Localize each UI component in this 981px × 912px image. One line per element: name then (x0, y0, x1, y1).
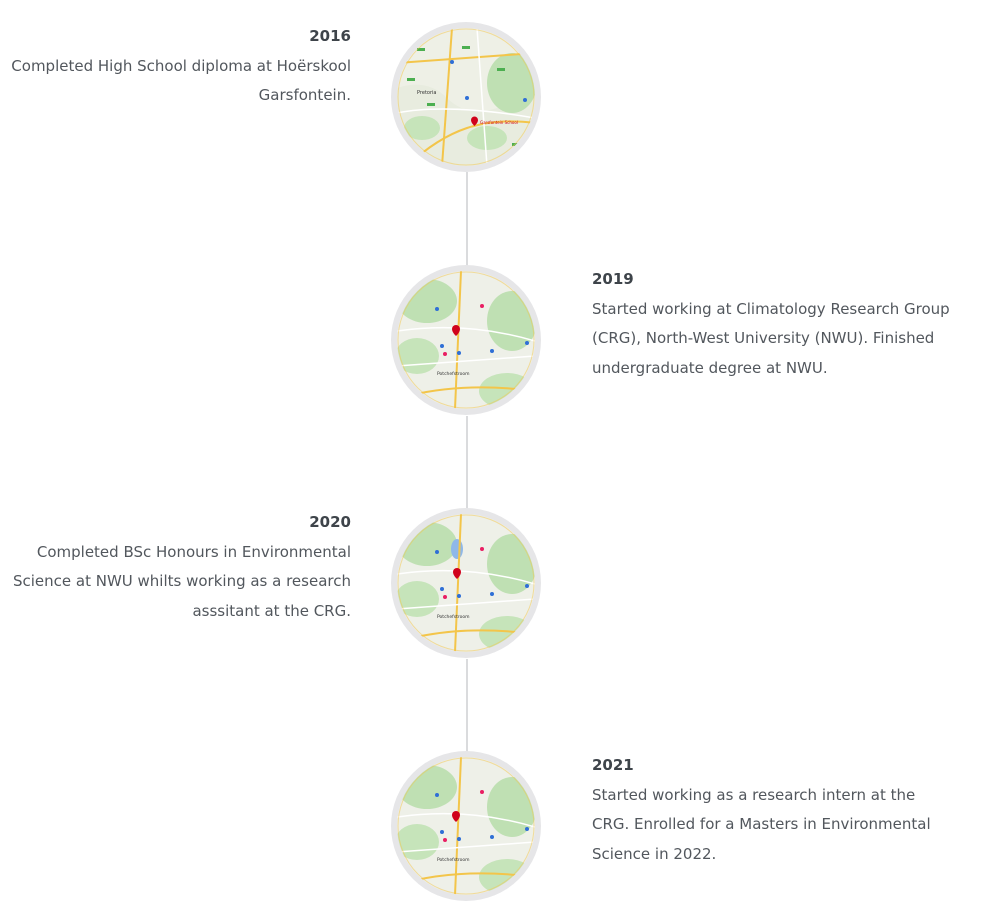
entry-description: Completed High School diploma at Hoërsko… (11, 56, 351, 105)
entry-year: 2020 (309, 513, 351, 531)
map-thumbnail[interactable]: Potchefstroom (391, 508, 541, 658)
timeline-entry-text: 2020 Completed BSc Honours in Environmen… (1, 508, 351, 626)
map-pin-icon (471, 116, 478, 126)
map-pin-icon (452, 325, 460, 336)
map-thumbnail[interactable]: Pretoria Garsfontein School (391, 22, 541, 172)
timeline-connector (466, 172, 468, 268)
entry-year: 2021 (592, 756, 634, 774)
map-label: Potchefstroom (437, 614, 470, 620)
timeline-entry-text: 2019 Started working at Climatology Rese… (592, 265, 962, 383)
timeline-entry-text: 2021 Started working as a research inter… (592, 751, 962, 869)
map-image: Potchefstroom (397, 514, 535, 652)
map-label: Potchefstroom (437, 371, 470, 377)
entry-year: 2016 (309, 27, 351, 45)
timeline-connector (466, 416, 468, 512)
timeline-entry-text: 2016 Completed High School diploma at Ho… (1, 22, 351, 111)
map-image: Potchefstroom (397, 757, 535, 895)
entry-description: Started working at Climatology Research … (592, 299, 950, 377)
map-label: Pretoria (417, 90, 436, 96)
map-label: Potchefstroom (437, 857, 470, 863)
map-image: Pretoria Garsfontein School (397, 28, 535, 166)
map-pin-icon (453, 568, 461, 579)
entry-year: 2019 (592, 270, 634, 288)
timeline-connector (466, 659, 468, 755)
map-thumbnail[interactable]: Potchefstroom (391, 265, 541, 415)
entry-description: Completed BSc Honours in Environmental S… (12, 542, 351, 620)
map-pin-icon (452, 811, 460, 822)
map-image: Potchefstroom (397, 271, 535, 409)
entry-description: Started working as a research intern at … (592, 785, 931, 863)
map-thumbnail[interactable]: Potchefstroom (391, 751, 541, 901)
map-label: Garsfontein School (480, 120, 518, 125)
